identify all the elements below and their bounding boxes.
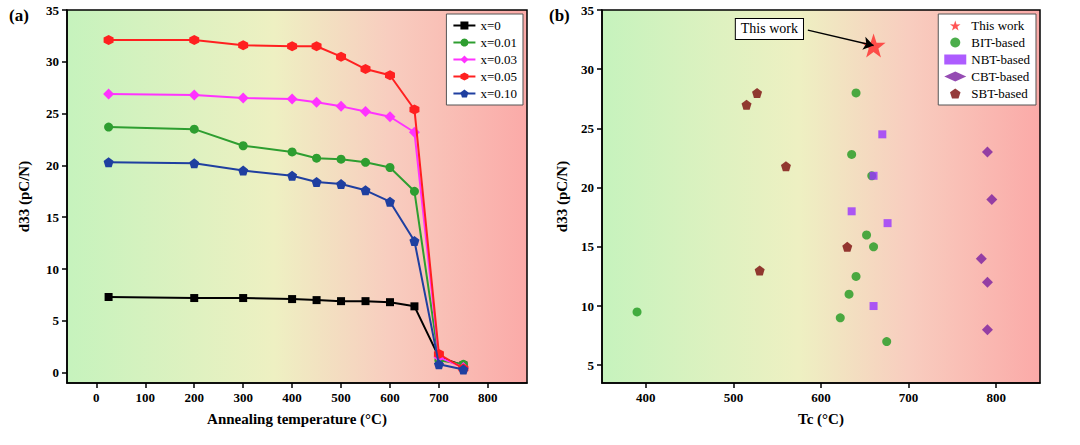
svg-text:(b): (b)	[549, 6, 570, 25]
svg-text:This work: This work	[971, 18, 1025, 33]
svg-text:0: 0	[53, 365, 60, 380]
svg-text:30: 30	[581, 62, 594, 77]
svg-text:x=0.10: x=0.10	[480, 86, 517, 101]
svg-text:500: 500	[724, 390, 744, 405]
svg-text:BIT-based: BIT-based	[971, 35, 1025, 50]
svg-text:300: 300	[233, 390, 253, 405]
svg-text:30: 30	[46, 54, 59, 69]
svg-text:NBT-based: NBT-based	[971, 52, 1030, 67]
svg-text:x=0.01: x=0.01	[480, 35, 517, 50]
svg-text:This work: This work	[741, 21, 798, 36]
svg-text:400: 400	[636, 390, 656, 405]
svg-text:10: 10	[581, 299, 594, 314]
svg-text:25: 25	[46, 106, 60, 121]
svg-text:700: 700	[429, 390, 449, 405]
svg-text:200: 200	[184, 390, 204, 405]
svg-text:0: 0	[93, 390, 100, 405]
svg-text:15: 15	[46, 210, 60, 225]
svg-text:800: 800	[986, 390, 1006, 405]
svg-text:25: 25	[581, 121, 595, 136]
svg-text:(a): (a)	[9, 6, 29, 25]
svg-text:d33 (pC/N): d33 (pC/N)	[16, 161, 33, 232]
svg-text:700: 700	[899, 390, 919, 405]
svg-text:20: 20	[46, 158, 59, 173]
svg-text:10: 10	[46, 262, 59, 277]
svg-text:Annealing temperature (°C): Annealing temperature (°C)	[207, 411, 387, 428]
svg-text:5: 5	[53, 313, 60, 328]
svg-text:SBT-based: SBT-based	[971, 86, 1028, 101]
svg-text:d33 (pC/N): d33 (pC/N)	[554, 161, 571, 232]
svg-text:5: 5	[588, 358, 595, 373]
svg-text:500: 500	[331, 390, 351, 405]
svg-text:x=0: x=0	[480, 18, 500, 33]
svg-text:x=0.03: x=0.03	[480, 52, 517, 67]
svg-text:20: 20	[581, 180, 594, 195]
svg-text:600: 600	[811, 390, 831, 405]
svg-text:800: 800	[478, 390, 498, 405]
svg-text:400: 400	[282, 390, 302, 405]
svg-text:Tc (°C): Tc (°C)	[798, 411, 844, 428]
svg-text:15: 15	[581, 239, 595, 254]
svg-text:CBT-based: CBT-based	[971, 69, 1030, 84]
svg-text:x=0.05: x=0.05	[480, 69, 517, 84]
svg-text:600: 600	[380, 390, 400, 405]
svg-text:35: 35	[46, 3, 60, 18]
svg-text:35: 35	[581, 3, 595, 18]
svg-text:100: 100	[136, 390, 156, 405]
